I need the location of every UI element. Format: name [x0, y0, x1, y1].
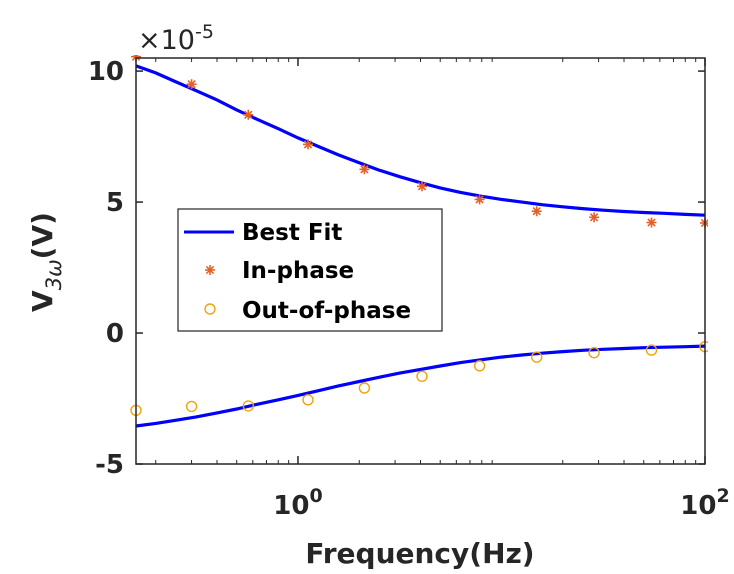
y-axis-label-main: V [26, 290, 59, 312]
legend-swatch-in-phase [205, 265, 215, 275]
y-multiplier-base: ×10 [138, 25, 195, 56]
out-of-phase-point [473, 360, 486, 372]
in-phase-point [417, 181, 427, 192]
legend-label-out-of-phase: Out-of-phase [242, 298, 411, 324]
in-phase-point [243, 109, 254, 120]
out-of-phase-point [416, 370, 428, 382]
x-tick-label: 102 [680, 485, 729, 521]
in-phase-point [474, 194, 485, 205]
y-tick-label: 0 [106, 319, 124, 349]
series-layer [130, 55, 708, 428]
y-multiplier-exponent: -5 [195, 21, 214, 43]
y-tick-label: -5 [95, 450, 124, 480]
out-of-phase-point [185, 400, 198, 413]
out-of-phase-point [588, 347, 600, 359]
y-axis-label-subscript: 3ω [42, 259, 66, 290]
legend: Best Fit In-phase Out-of-phase [177, 208, 443, 332]
legend-box [177, 208, 443, 332]
best-fit-line-upper [135, 64, 706, 217]
out-of-phase-point [358, 382, 371, 394]
in-phase-point [589, 212, 600, 223]
in-phase-point [531, 206, 542, 217]
out-of-phase-point [242, 400, 255, 412]
best-fit-line-lower [135, 344, 706, 428]
out-of-phase-point [531, 351, 543, 363]
legend-label-in-phase: In-phase [242, 258, 354, 284]
x-tick-label: 100 [273, 485, 322, 521]
legend-swatch-out-of-phase [204, 303, 216, 315]
y-axis-label-unit: (V) [26, 212, 59, 259]
in-phase-point [359, 164, 370, 175]
legend-label-best-fit: Best Fit [242, 220, 342, 246]
y-tick-label: 5 [106, 188, 124, 218]
y-tick-label: 10 [88, 57, 124, 87]
x-axis-label: Frequency(Hz) [305, 537, 534, 570]
in-phase-point [303, 139, 313, 150]
y-axis-label: V3ω(V) [26, 212, 66, 312]
out-of-phase-point [645, 344, 658, 356]
y-multiplier: ×10-5 [138, 21, 214, 56]
in-phase-point [646, 217, 657, 228]
in-phase-point [186, 79, 197, 90]
svg-text:V3ω(V): V3ω(V) [26, 212, 66, 312]
ticks-layer: 10 5 0 -5 100 102 [88, 57, 730, 521]
out-of-phase-point [302, 394, 314, 406]
